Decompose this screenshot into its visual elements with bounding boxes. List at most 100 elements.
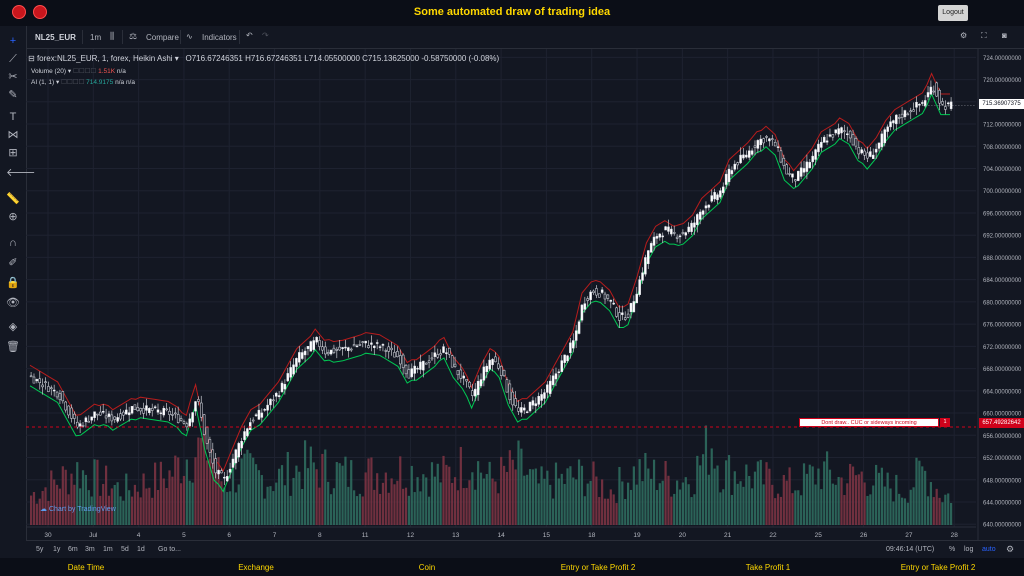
candle-type-icon[interactable]: ⫼ (110, 31, 115, 41)
log-toggle[interactable]: log (964, 546, 974, 553)
prediction-icon[interactable]: ⊞ (8, 147, 18, 159)
volume-bar (733, 471, 736, 525)
volume-bar (185, 459, 188, 525)
interval-selector[interactable]: 1m (90, 33, 102, 42)
lock-icon[interactable]: 🔒 (6, 277, 20, 289)
volume-label[interactable]: Volume (20) (31, 68, 67, 75)
volume-bar (889, 488, 892, 525)
volume-bar (797, 490, 800, 525)
eye-icon[interactable]: 👁 (6, 297, 20, 309)
candle-body (110, 414, 114, 422)
volume-controls-icon[interactable]: ☐☐☐☐ (72, 68, 97, 75)
ai-controls-icon[interactable]: ☐☐☐☐ (61, 79, 85, 86)
candle-body (488, 359, 491, 370)
price-chart[interactable]: 724.00000000720.00000000716.00000000712.… (26, 49, 1024, 558)
candle-body (58, 393, 62, 401)
candle-body (733, 163, 737, 170)
candle-body (90, 416, 93, 421)
volume-bar (384, 472, 387, 525)
fullscreen-icon[interactable]: ⛶ (981, 31, 987, 40)
volume-menu-icon[interactable]: ▾ (67, 68, 72, 75)
candle-body (453, 363, 457, 367)
compare-icon[interactable]: ⚖ (129, 31, 138, 41)
ai-menu-icon[interactable]: ▾ (55, 79, 60, 86)
candle-body (393, 352, 396, 358)
settings-icon[interactable]: ⚙ (960, 31, 968, 40)
layers-icon[interactable]: ◈ (8, 321, 18, 333)
range-1d[interactable]: 1d (137, 546, 145, 553)
redo-icon[interactable]: ↷ (262, 31, 269, 40)
volume-bar (425, 477, 428, 525)
compare-button[interactable]: Compare (146, 33, 179, 42)
candle-body (638, 279, 641, 295)
volume-bar (762, 484, 765, 525)
goto-button[interactable]: Go to... (158, 546, 181, 553)
indicators-icon[interactable]: ∿ (186, 32, 193, 41)
volume-bar (909, 489, 912, 525)
ai-label[interactable]: AI (1, 1) (31, 79, 55, 86)
range-1y[interactable]: 1y (53, 546, 61, 553)
tradingview-watermark[interactable]: ☁ Chart by TradingView (40, 506, 116, 513)
volume-bar (231, 468, 235, 525)
auto-toggle[interactable]: auto (982, 546, 996, 553)
volume-bar (877, 472, 881, 525)
candle-body (603, 293, 607, 300)
drawing-mode-icon[interactable]: ✐ (8, 257, 18, 269)
y-tick-label: 648.00000000 (983, 478, 1022, 484)
y-tick-label: 692.00000000 (983, 234, 1022, 240)
camera-icon[interactable]: ◙ (1002, 31, 1007, 40)
candle-body (670, 228, 673, 235)
candle-body (280, 382, 284, 393)
candle-body (531, 400, 535, 406)
crosshair-icon[interactable]: + (9, 35, 17, 47)
symbol-selector[interactable]: NL25_EUR (35, 33, 76, 42)
ruler-icon[interactable]: 📏 (6, 193, 20, 205)
trash-icon[interactable]: 🗑 (6, 341, 20, 353)
collapse-icon[interactable]: ⊟ (28, 54, 35, 63)
logout-button[interactable]: Logout (938, 5, 968, 21)
range-3m[interactable]: 3m (85, 546, 95, 553)
volume-bar (70, 473, 73, 525)
y-tick-label: 720.00000000 (983, 78, 1022, 84)
fib-icon[interactable]: ✂ (8, 71, 18, 83)
percent-toggle[interactable]: % (949, 546, 956, 553)
range-5d[interactable]: 5d (121, 546, 129, 553)
annotation-marker[interactable]: 1 (940, 418, 950, 427)
back-arrow-icon[interactable]: 🡐 (6, 167, 36, 179)
volume-bar (886, 472, 889, 525)
range-5y[interactable]: 5y (36, 546, 44, 553)
candle-body (113, 416, 116, 420)
volume-bar (301, 489, 304, 525)
scale-settings-icon[interactable]: ⚙ (1006, 544, 1015, 554)
candle-body (424, 362, 428, 365)
range-6m[interactable]: 6m (68, 546, 78, 553)
pattern-icon[interactable]: ⋈ (7, 129, 19, 141)
volume-bar (849, 463, 852, 525)
trade-idea-annotation[interactable]: Dont draw.. CUC or sideways incoming (799, 418, 939, 427)
volume-bar (364, 472, 367, 525)
series-menu-icon[interactable]: ▾ (174, 54, 179, 63)
volume-bar (335, 462, 338, 525)
y-tick-label: 724.00000000 (983, 56, 1022, 62)
volume-bar (575, 479, 578, 525)
trend-line-icon[interactable]: ⟋ (9, 53, 17, 65)
zoom-icon[interactable]: ⊕ (8, 211, 18, 223)
candle-body (632, 301, 636, 313)
clock: 09:46:14 (UTC) (886, 546, 935, 553)
volume-bar (61, 466, 64, 525)
chart-canvas[interactable]: 724.00000000720.00000000716.00000000712.… (26, 49, 1024, 558)
candle-body (828, 134, 832, 137)
text-icon[interactable]: T (9, 111, 17, 123)
y-tick-label: 704.00000000 (983, 167, 1022, 173)
undo-icon[interactable]: ↶ (246, 31, 253, 40)
volume-bar (370, 457, 373, 525)
candle-body (93, 411, 96, 419)
volume-bar (471, 472, 474, 525)
candle-body (468, 381, 471, 388)
indicators-button[interactable]: Indicators (202, 33, 237, 42)
volume-bar (612, 494, 615, 525)
range-1m[interactable]: 1m (103, 546, 113, 553)
magnet-icon[interactable]: ∩ (9, 237, 17, 249)
volume-legend: Volume (20) ▾ ☐☐☐☐ 1.51K n/a (31, 67, 126, 75)
brush-icon[interactable]: ✎ (8, 89, 18, 101)
